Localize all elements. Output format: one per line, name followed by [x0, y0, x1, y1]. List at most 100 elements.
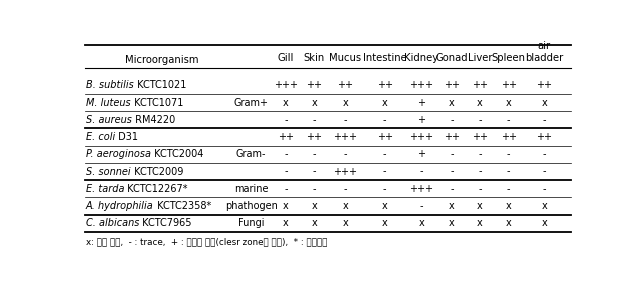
- Text: x: x: [342, 98, 348, 107]
- Text: -: -: [312, 167, 316, 177]
- Text: Spleen: Spleen: [492, 53, 525, 63]
- Text: A. hydrophilia: A. hydrophilia: [86, 201, 154, 211]
- Text: ++: ++: [536, 132, 552, 142]
- Text: x: x: [381, 98, 387, 107]
- Text: x: x: [381, 218, 387, 228]
- Text: S. aureus: S. aureus: [86, 115, 132, 125]
- Text: -: -: [383, 149, 387, 159]
- Text: x: 활성 없음,  - : trace,  + : 활성의 세기(clesr zone의 크기),  * : 어병세균: x: 활성 없음, - : trace, + : 활성의 세기(clesr zo…: [86, 237, 328, 246]
- Text: -: -: [284, 167, 287, 177]
- Text: +++: +++: [409, 184, 433, 194]
- Text: ++: ++: [500, 132, 516, 142]
- Text: D31: D31: [115, 132, 138, 142]
- Text: -: -: [284, 115, 287, 125]
- Text: Liver: Liver: [468, 53, 492, 63]
- Text: ++: ++: [500, 80, 516, 90]
- Text: KCTC1021: KCTC1021: [134, 80, 186, 90]
- Text: x: x: [283, 218, 289, 228]
- Text: +++: +++: [409, 80, 433, 90]
- Text: -: -: [451, 167, 454, 177]
- Text: KCTC1071: KCTC1071: [131, 98, 183, 107]
- Text: x: x: [419, 218, 424, 228]
- Text: KCTC12267*: KCTC12267*: [124, 184, 188, 194]
- Text: -: -: [284, 149, 287, 159]
- Text: -: -: [507, 149, 510, 159]
- Text: B. subtilis: B. subtilis: [86, 80, 134, 90]
- Text: x: x: [311, 218, 317, 228]
- Text: -: -: [312, 149, 316, 159]
- Text: Skin: Skin: [303, 53, 324, 63]
- Text: -: -: [507, 184, 510, 194]
- Text: x: x: [342, 218, 348, 228]
- Text: x: x: [311, 201, 317, 211]
- Text: -: -: [344, 149, 347, 159]
- Text: -: -: [451, 149, 454, 159]
- Text: KCTC2009: KCTC2009: [131, 167, 183, 177]
- Text: x: x: [506, 218, 511, 228]
- Text: -: -: [478, 149, 481, 159]
- Text: Gram-: Gram-: [236, 149, 266, 159]
- Text: -: -: [284, 184, 287, 194]
- Text: +: +: [417, 115, 425, 125]
- Text: +: +: [417, 149, 425, 159]
- Text: KCTC2004: KCTC2004: [151, 149, 204, 159]
- Text: x: x: [541, 201, 547, 211]
- Text: -: -: [344, 184, 347, 194]
- Text: Mucus: Mucus: [330, 53, 362, 63]
- Text: -: -: [507, 115, 510, 125]
- Text: x: x: [449, 218, 455, 228]
- Text: +++: +++: [274, 80, 298, 90]
- Text: x: x: [283, 201, 289, 211]
- Text: -: -: [419, 201, 423, 211]
- Text: x: x: [506, 201, 511, 211]
- Text: C. albicans: C. albicans: [86, 218, 140, 228]
- Text: x: x: [477, 218, 483, 228]
- Text: x: x: [477, 98, 483, 107]
- Text: E. tarda: E. tarda: [86, 184, 124, 194]
- Text: +: +: [417, 98, 425, 107]
- Text: Gonad: Gonad: [436, 53, 468, 63]
- Text: -: -: [478, 115, 481, 125]
- Text: x: x: [342, 201, 348, 211]
- Text: -: -: [312, 184, 316, 194]
- Text: -: -: [383, 167, 387, 177]
- Text: air
bladder: air bladder: [525, 41, 563, 63]
- Text: x: x: [449, 98, 455, 107]
- Text: ++: ++: [472, 132, 488, 142]
- Text: ++: ++: [376, 80, 392, 90]
- Text: Kidney: Kidney: [404, 53, 438, 63]
- Text: -: -: [507, 167, 510, 177]
- Text: -: -: [419, 167, 423, 177]
- Text: Fungi: Fungi: [238, 218, 264, 228]
- Text: +++: +++: [333, 132, 357, 142]
- Text: Intestine: Intestine: [363, 53, 406, 63]
- Text: KCTC7965: KCTC7965: [140, 218, 192, 228]
- Text: -: -: [543, 184, 546, 194]
- Text: x: x: [283, 98, 289, 107]
- Text: ++: ++: [376, 132, 392, 142]
- Text: ++: ++: [278, 132, 294, 142]
- Text: E. coli: E. coli: [86, 132, 115, 142]
- Text: marine: marine: [234, 184, 268, 194]
- Text: -: -: [543, 149, 546, 159]
- Text: ++: ++: [306, 132, 322, 142]
- Text: -: -: [383, 115, 387, 125]
- Text: -: -: [543, 167, 546, 177]
- Text: -: -: [478, 167, 481, 177]
- Text: -: -: [312, 115, 316, 125]
- Text: x: x: [541, 98, 547, 107]
- Text: +++: +++: [409, 132, 433, 142]
- Text: x: x: [541, 218, 547, 228]
- Text: M. luteus: M. luteus: [86, 98, 131, 107]
- Text: ++: ++: [444, 132, 460, 142]
- Text: -: -: [543, 115, 546, 125]
- Text: ++: ++: [472, 80, 488, 90]
- Text: x: x: [381, 201, 387, 211]
- Text: Gram+: Gram+: [234, 98, 269, 107]
- Text: RM4220: RM4220: [132, 115, 175, 125]
- Text: x: x: [449, 201, 455, 211]
- Text: ++: ++: [337, 80, 353, 90]
- Text: ++: ++: [444, 80, 460, 90]
- Text: -: -: [478, 184, 481, 194]
- Text: S. sonnei: S. sonnei: [86, 167, 131, 177]
